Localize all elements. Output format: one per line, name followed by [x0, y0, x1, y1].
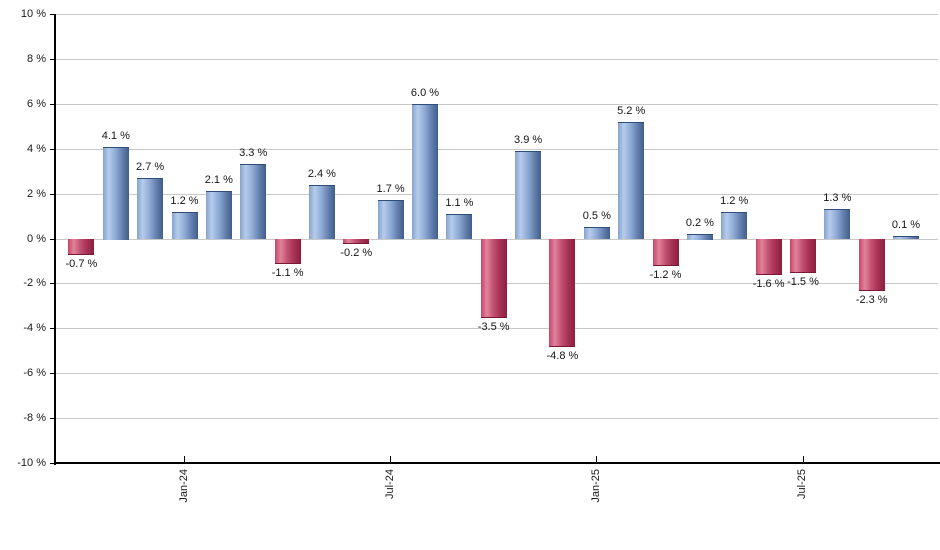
bar-value-label: 1.3 % — [823, 192, 852, 205]
bar-value-label: 1.2 % — [170, 194, 199, 207]
y-tick-mark — [50, 238, 56, 240]
bar-value-label: 2.4 % — [307, 167, 336, 180]
bar-Feb-25 — [618, 121, 645, 240]
gridline — [56, 373, 938, 375]
bar-Jan-24 — [171, 211, 198, 240]
bar-Nov-23 — [102, 146, 129, 240]
gridline — [56, 418, 938, 420]
y-axis-label: 6 % — [27, 97, 46, 110]
bar-May-24 — [308, 184, 335, 240]
y-tick-mark — [50, 103, 56, 105]
bar-Apr-25 — [686, 234, 713, 240]
bar-Jun-25 — [755, 238, 782, 276]
bar-value-label: 6.0 % — [410, 86, 440, 99]
bar-Oct-24 — [480, 238, 507, 319]
gridline — [56, 193, 938, 195]
bar-value-label: -1.1 % — [271, 267, 304, 280]
x-axis-label: Jul-24 — [383, 469, 396, 499]
bar-Dec-23 — [137, 177, 164, 240]
y-tick-mark — [50, 148, 56, 150]
y-tick-mark — [50, 193, 56, 195]
bar-Oct-23 — [68, 238, 95, 256]
bar-Sep-25 — [858, 238, 885, 292]
x-tick-mark — [184, 456, 185, 463]
bar-Feb-24 — [205, 191, 232, 240]
bar-value-label: 4.1 % — [101, 129, 130, 142]
y-axis-label: -6 % — [23, 367, 46, 380]
x-axis-label: Jan-25 — [589, 469, 602, 503]
y-axis-label: -4 % — [23, 322, 46, 335]
bar-value-label: -2.3 % — [855, 294, 888, 307]
bar-Oct-25 — [893, 236, 919, 240]
gridline — [56, 14, 938, 15]
y-axis-label: 4 % — [27, 142, 46, 155]
x-tick-mark — [390, 456, 392, 463]
y-tick-mark — [50, 463, 56, 464]
bar-value-label: 0.5 % — [582, 210, 611, 223]
bar-value-label: -1.6 % — [752, 278, 785, 291]
y-tick-mark — [50, 418, 56, 420]
bar-value-label: -0.7 % — [65, 258, 98, 271]
y-tick-mark — [50, 14, 56, 15]
y-axis-label: -8 % — [23, 412, 46, 425]
x-axis-label: Jul-25 — [796, 469, 808, 499]
y-axis-label: 8 % — [27, 52, 46, 65]
bar-value-label: 3.9 % — [514, 133, 543, 146]
x-tick-mark — [802, 456, 804, 463]
bar-Jul-25 — [790, 238, 816, 274]
bar-Aug-24 — [412, 103, 438, 240]
bar-value-label: 1.1 % — [445, 196, 474, 209]
y-tick-mark — [50, 283, 56, 285]
x-tick-mark — [596, 456, 598, 463]
bar-Jan-25 — [583, 227, 610, 240]
y-axis-label: 2 % — [27, 187, 46, 200]
bar-value-label: 2.7 % — [136, 160, 165, 173]
bar-value-label: -0.2 % — [340, 247, 373, 259]
y-tick-mark — [50, 373, 56, 375]
bar-Apr-24 — [274, 238, 301, 265]
y-tick-mark — [50, 58, 56, 60]
bar-Sep-24 — [446, 213, 473, 240]
bar-value-label: 3.3 % — [239, 147, 268, 160]
y-axis-label: -2 % — [23, 277, 46, 290]
y-axis-label: -10 % — [17, 457, 46, 469]
bar-value-label: -3.5 % — [477, 321, 510, 334]
bar-value-label: -1.2 % — [649, 269, 682, 282]
y-tick-mark — [50, 328, 56, 330]
x-axis-line — [54, 462, 940, 464]
bar-Mar-25 — [652, 238, 679, 267]
bar-May-25 — [721, 211, 748, 240]
gridline — [56, 58, 938, 60]
bar-Jun-24 — [343, 238, 370, 244]
gridline — [56, 328, 938, 330]
bar-value-label: 1.7 % — [376, 183, 405, 196]
bar-value-label: 1.2 % — [720, 194, 749, 207]
x-axis-label: Jan-24 — [177, 469, 190, 503]
bar-Mar-24 — [240, 164, 267, 240]
gridline — [56, 148, 938, 150]
bar-value-label: 5.2 % — [617, 104, 646, 117]
bar-Nov-24 — [515, 150, 542, 240]
bar-Dec-24 — [549, 238, 576, 348]
bar-value-label: 0.2 % — [685, 217, 714, 229]
gridline — [56, 103, 938, 105]
y-axis-line — [54, 14, 56, 465]
y-axis-label: 0 % — [27, 232, 46, 245]
bar-value-label: 2.1 % — [204, 174, 233, 187]
bar-Aug-25 — [824, 209, 851, 240]
bar-value-label: -4.8 % — [546, 350, 579, 363]
bar-value-label: -1.5 % — [787, 276, 819, 289]
y-axis-label: 10 % — [20, 8, 46, 20]
bar-value-label: 0.1 % — [891, 219, 921, 232]
bar-Jul-24 — [377, 200, 404, 240]
